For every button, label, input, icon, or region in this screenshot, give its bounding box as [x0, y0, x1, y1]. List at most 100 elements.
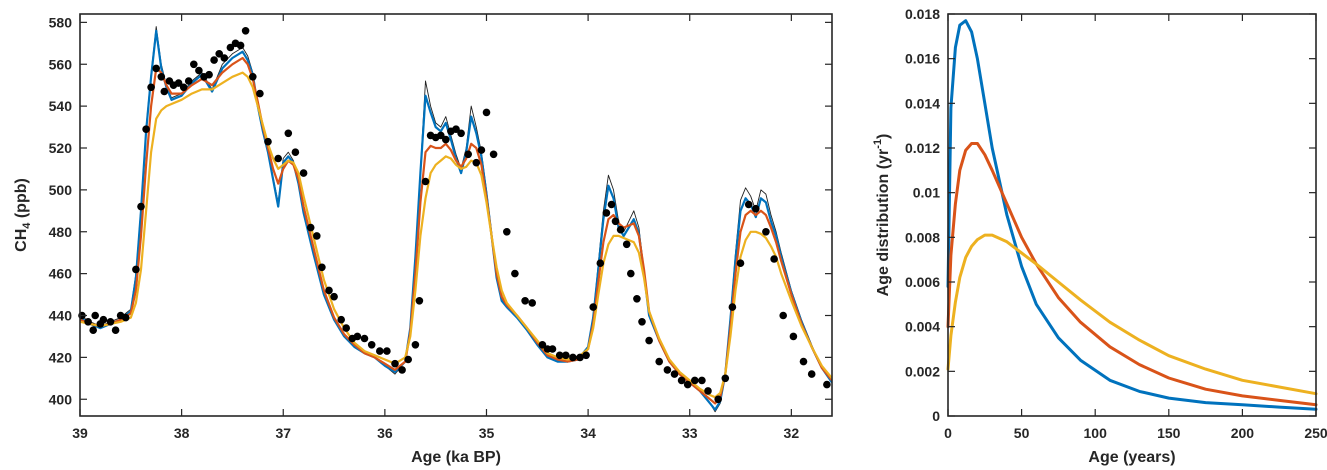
data-point — [779, 311, 787, 320]
data-point — [799, 357, 808, 366]
data-point — [190, 60, 198, 69]
x-tick-label: 34 — [580, 425, 596, 441]
y-tick-label: 540 — [49, 98, 73, 114]
data-point — [157, 73, 166, 81]
left-y-label-main: CH — [13, 229, 30, 252]
data-point — [638, 318, 646, 326]
data-point — [744, 200, 753, 209]
y-tick-label: 0.002 — [905, 363, 940, 379]
data-point — [325, 286, 333, 295]
series-line-yellow — [80, 71, 832, 399]
data-point — [521, 297, 529, 305]
left-x-axis-label: Age (ka BP) — [411, 449, 501, 466]
data-point — [691, 376, 699, 385]
data-point — [752, 204, 760, 213]
data-point — [264, 137, 272, 146]
right-series-lines — [946, 19, 1318, 411]
data-point — [569, 353, 577, 362]
x-tick-label: 250 — [1304, 425, 1327, 441]
data-point — [184, 77, 193, 85]
x-tick-label: 100 — [1084, 425, 1108, 441]
data-point — [274, 154, 283, 163]
y-tick-label: 420 — [49, 349, 73, 365]
y-tick-label: 580 — [49, 14, 73, 30]
data-point — [714, 395, 722, 404]
data-point — [589, 303, 597, 311]
data-point — [489, 150, 498, 159]
data-point — [91, 311, 99, 320]
y-tick-label: 0.008 — [905, 229, 940, 245]
left-y-ticks: 400 420 440 460 480 500 520 540 560 580 — [49, 14, 832, 407]
data-point — [84, 318, 92, 326]
y-tick-label: 560 — [49, 56, 73, 72]
x-tick-label: 200 — [1231, 425, 1255, 441]
data-point — [89, 326, 97, 335]
data-point — [306, 223, 315, 232]
data-point — [249, 73, 257, 81]
data-point — [663, 366, 672, 374]
y-tick-label: 0.014 — [905, 95, 940, 111]
data-point — [823, 380, 831, 389]
data-point — [622, 240, 631, 249]
data-point — [284, 129, 293, 138]
data-point — [179, 83, 188, 92]
data-point — [360, 334, 369, 343]
series-line-red — [80, 56, 832, 405]
right-x-axis-label: Age (years) — [1088, 449, 1175, 466]
data-point — [241, 27, 250, 35]
y-tick-label: 400 — [49, 391, 73, 407]
data-point — [174, 79, 183, 87]
y-tick-label: 0.006 — [905, 274, 940, 290]
data-point — [367, 341, 376, 349]
left-y-label-subscript: 4 — [21, 222, 33, 229]
data-point — [215, 50, 223, 58]
right-y-axis-label: Age distribution (yr-1) — [872, 134, 892, 297]
right-y-ticks: 0 0.002 0.004 0.006 0.008 0.01 0.012 0.014 0.016… — [905, 6, 1316, 424]
x-tick-label: 39 — [72, 425, 88, 441]
data-point — [511, 269, 519, 278]
data-point — [655, 357, 663, 366]
right-plot-frame — [947, 13, 1317, 417]
data-point — [137, 202, 145, 211]
data-point — [548, 345, 557, 353]
data-point — [415, 297, 424, 305]
data-point — [121, 313, 130, 322]
data-point — [582, 351, 590, 360]
data-point — [391, 359, 399, 368]
data-point — [342, 324, 351, 332]
y-tick-label: 440 — [49, 308, 73, 324]
right-y-label-superscript: -1 — [872, 139, 884, 149]
data-point — [236, 41, 245, 50]
data-point — [736, 259, 745, 268]
data-point — [562, 351, 570, 360]
data-point — [596, 259, 605, 268]
right-x-ticks: 0 50 100 150 200 250 — [944, 14, 1327, 441]
data-point — [147, 83, 155, 92]
data-point — [152, 64, 160, 73]
y-tick-label: 0.012 — [905, 140, 940, 156]
y-tick-label: 0.016 — [905, 51, 940, 67]
right-y-label-end: ) — [875, 134, 892, 139]
x-tick-label: 36 — [377, 425, 393, 441]
left-series-lines — [80, 26, 832, 413]
data-point — [683, 380, 692, 389]
x-tick-label: 150 — [1157, 425, 1181, 441]
data-point — [477, 146, 486, 154]
left-y-label-unit: (ppb) — [13, 178, 30, 222]
x-tick-label: 37 — [275, 425, 291, 441]
x-tick-label: 0 — [944, 425, 952, 441]
data-point — [99, 315, 108, 324]
data-point — [437, 131, 445, 140]
data-point — [645, 336, 653, 345]
data-point — [299, 169, 308, 177]
data-point — [602, 209, 611, 217]
data-point — [555, 351, 564, 360]
series-line-blue — [80, 29, 832, 411]
data-point — [607, 200, 616, 209]
data-point — [210, 56, 218, 64]
data-point — [398, 366, 406, 374]
y-tick-label: 460 — [49, 266, 73, 282]
data-point — [616, 225, 625, 234]
data-point — [728, 303, 737, 311]
